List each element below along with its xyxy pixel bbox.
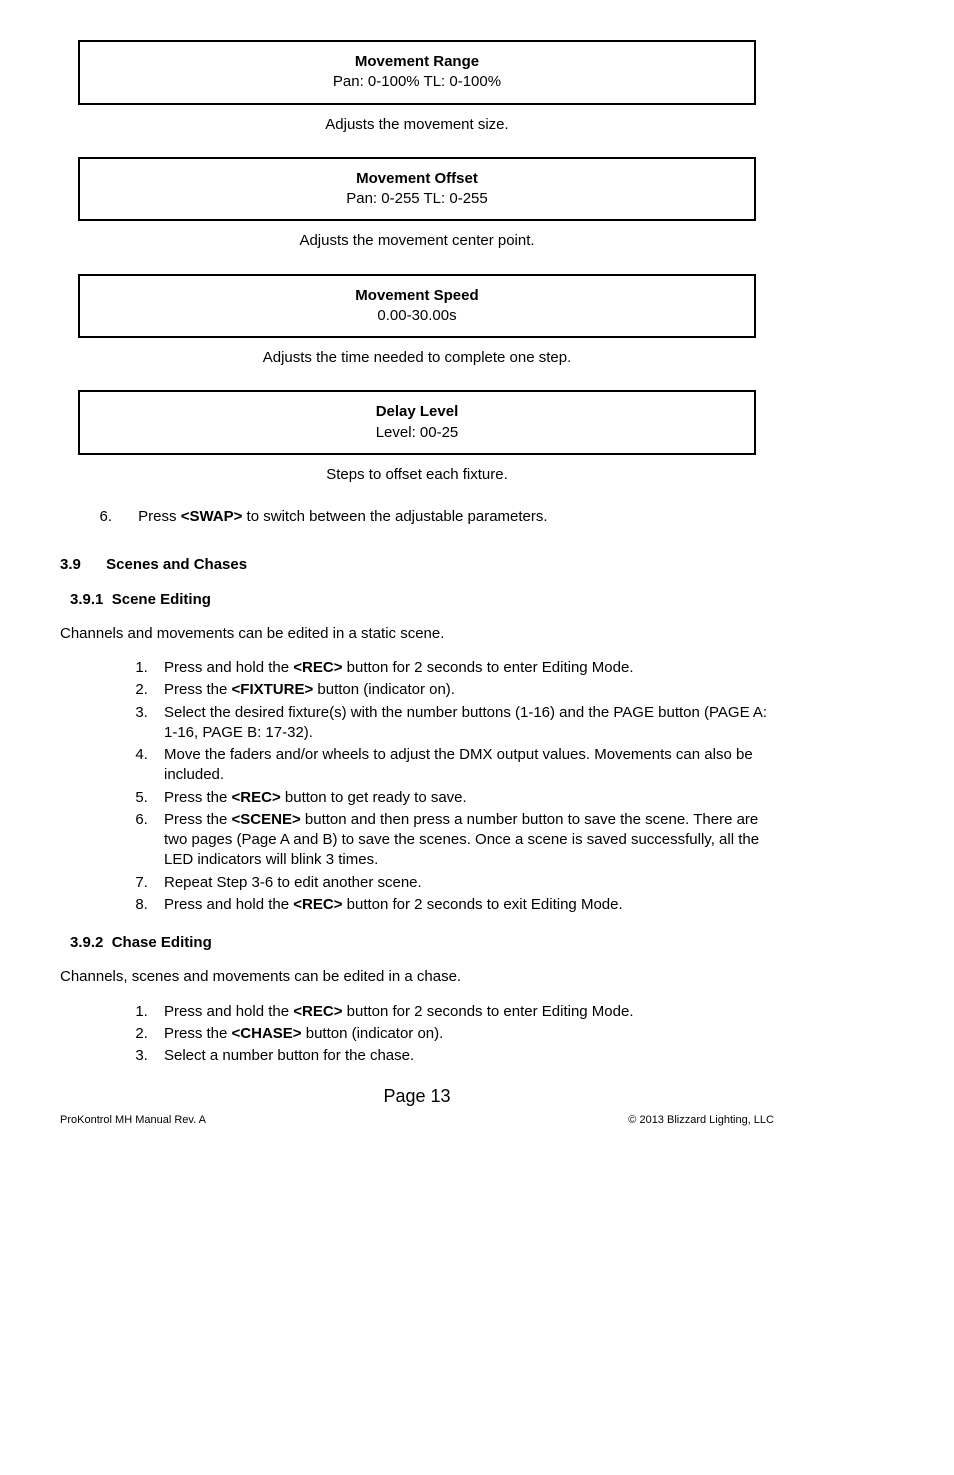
steps-chase-editing: Press and hold the <REC> button for 2 se… [60, 1002, 774, 1067]
section-3-9-1: 3.9.1 Scene Editing [70, 590, 774, 610]
list-item-pre: Select the desired fixture(s) with the n… [164, 704, 767, 741]
list-item-pre: Press and hold the [164, 896, 293, 913]
steps-scene-editing: Press and hold the <REC> button for 2 se… [60, 658, 774, 915]
list-item-bold: <REC> [293, 896, 342, 913]
section-3-9-2: 3.9.2 Chase Editing [70, 933, 774, 953]
list-item-post: button (indicator on). [302, 1025, 444, 1042]
caption-movement-speed: Adjusts the time needed to complete one … [60, 348, 774, 368]
box-line: Level: 00-25 [100, 423, 734, 443]
caption-delay-level: Steps to offset each fixture. [60, 465, 774, 485]
box-line: 0.00-30.00s [100, 306, 734, 326]
subsection-title: Scene Editing [112, 591, 211, 608]
paragraph-scene-editing: Channels and movements can be edited in … [60, 624, 774, 644]
step-6: 6. Press <SWAP> to switch between the ad… [60, 507, 774, 527]
list-item: Press and hold the <REC> button for 2 se… [152, 895, 774, 915]
list-item: Press and hold the <REC> button for 2 se… [152, 658, 774, 678]
list-item-pre: Press the [164, 681, 232, 698]
box-line: Pan: 0-255 TL: 0-255 [100, 189, 734, 209]
caption-movement-offset: Adjusts the movement center point. [60, 231, 774, 251]
list-item-post: button (indicator on). [313, 681, 455, 698]
list-item-pre: Move the faders and/or wheels to adjust … [164, 746, 753, 783]
list-item-pre: Press and hold the [164, 1003, 293, 1020]
list-item: Select the desired fixture(s) with the n… [152, 703, 774, 744]
page-number: Page 13 [60, 1084, 774, 1108]
step-bold: <SWAP> [181, 508, 243, 525]
box-delay-level: Delay Level Level: 00-25 [78, 390, 756, 455]
list-item: Move the faders and/or wheels to adjust … [152, 745, 774, 786]
list-item: Press the <CHASE> button (indicator on). [152, 1024, 774, 1044]
subsection-num: 3.9.2 [70, 934, 103, 951]
list-item-pre: Press the [164, 789, 232, 806]
list-item-pre: Press and hold the [164, 659, 293, 676]
caption-movement-range: Adjusts the movement size. [60, 115, 774, 135]
subsection-title: Chase Editing [112, 934, 212, 951]
subsection-num: 3.9.1 [70, 591, 103, 608]
footer: ProKontrol MH Manual Rev. A © 2013 Blizz… [60, 1113, 774, 1128]
list-item-pre: Press the [164, 811, 232, 828]
section-title: Scenes and Chases [106, 556, 247, 573]
list-item-post: button for 2 seconds to enter Editing Mo… [342, 659, 633, 676]
box-line: Pan: 0-100% TL: 0-100% [100, 72, 734, 92]
list-item-bold: <REC> [293, 1003, 342, 1020]
list-item-bold: <FIXTURE> [232, 681, 314, 698]
list-item-pre: Select a number button for the chase. [164, 1047, 414, 1064]
section-3-9: 3.9 Scenes and Chases [60, 555, 774, 575]
list-item-bold: <REC> [293, 659, 342, 676]
box-title: Movement Offset [100, 169, 734, 189]
list-item-post: button for 2 seconds to enter Editing Mo… [342, 1003, 633, 1020]
list-item-pre: Press the [164, 1025, 232, 1042]
list-item: Press the <REC> button to get ready to s… [152, 788, 774, 808]
list-item-bold: <CHASE> [232, 1025, 302, 1042]
list-item: Press and hold the <REC> button for 2 se… [152, 1002, 774, 1022]
box-title: Delay Level [100, 402, 734, 422]
section-num: 3.9 [60, 555, 102, 575]
list-item: Press the <SCENE> button and then press … [152, 810, 774, 871]
footer-right: © 2013 Blizzard Lighting, LLC [628, 1113, 774, 1128]
box-movement-range: Movement Range Pan: 0-100% TL: 0-100% [78, 40, 756, 105]
step-num: 6. [60, 507, 112, 527]
step-post: to switch between the adjustable paramet… [242, 508, 547, 525]
list-item: Repeat Step 3-6 to edit another scene. [152, 873, 774, 893]
paragraph-chase-editing: Channels, scenes and movements can be ed… [60, 967, 774, 987]
list-item-post: button to get ready to save. [281, 789, 467, 806]
list-item-bold: <SCENE> [232, 811, 301, 828]
list-item: Press the <FIXTURE> button (indicator on… [152, 680, 774, 700]
box-movement-speed: Movement Speed 0.00-30.00s [78, 274, 756, 339]
box-movement-offset: Movement Offset Pan: 0-255 TL: 0-255 [78, 157, 756, 222]
box-title: Movement Speed [100, 286, 734, 306]
list-item-post: button for 2 seconds to exit Editing Mod… [342, 896, 622, 913]
list-item: Select a number button for the chase. [152, 1046, 774, 1066]
step-pre: Press [138, 508, 181, 525]
list-item-bold: <REC> [232, 789, 281, 806]
footer-left: ProKontrol MH Manual Rev. A [60, 1113, 206, 1128]
box-title: Movement Range [100, 52, 734, 72]
list-item-pre: Repeat Step 3-6 to edit another scene. [164, 874, 422, 891]
